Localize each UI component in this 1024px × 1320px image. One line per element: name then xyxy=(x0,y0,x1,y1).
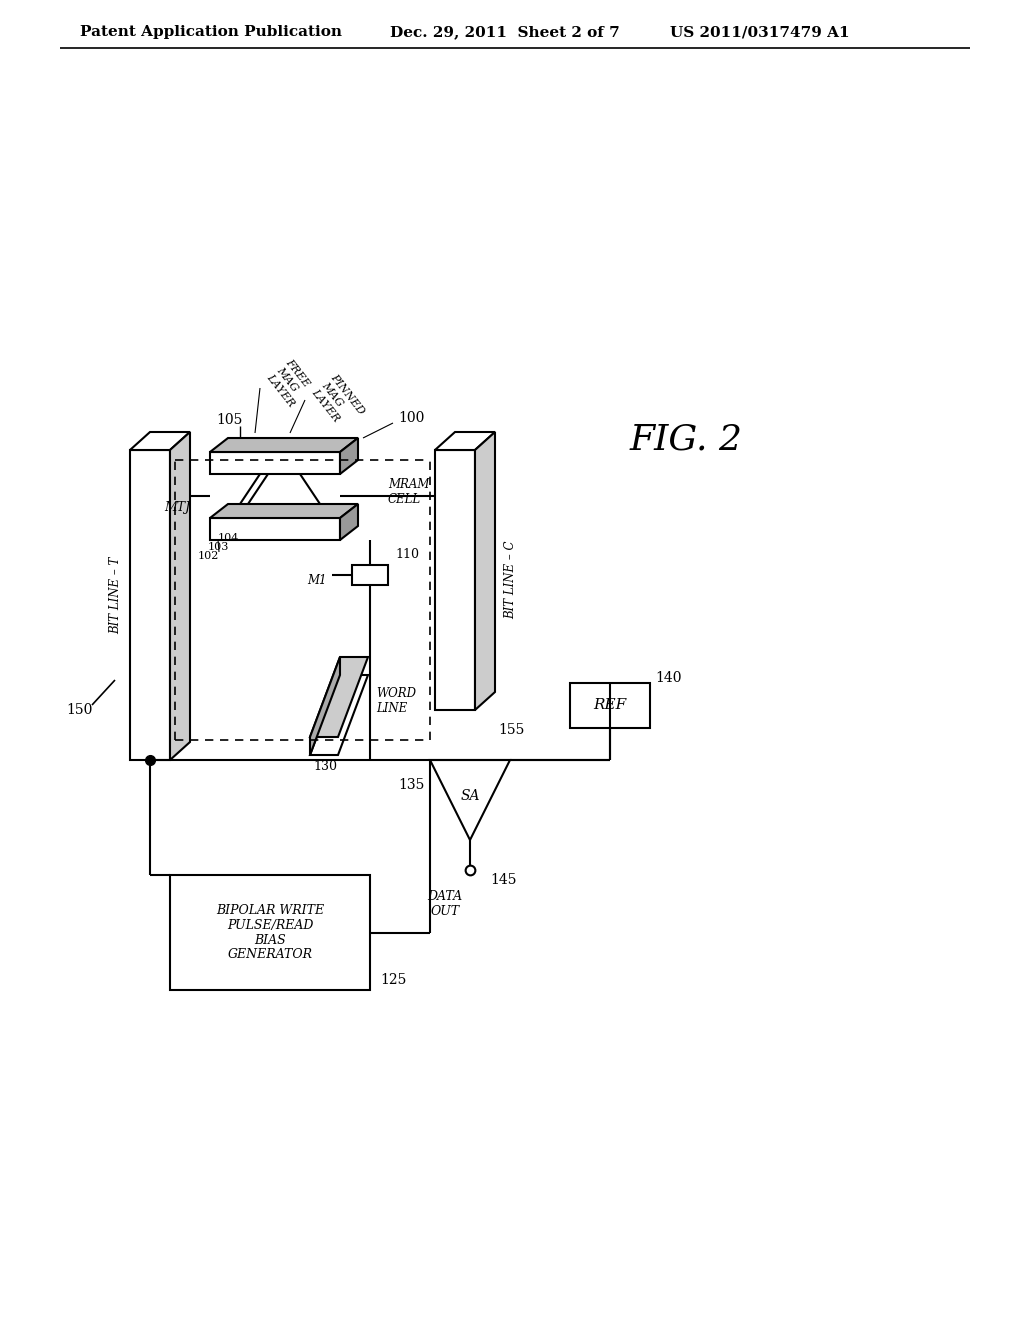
Text: WORD
LINE: WORD LINE xyxy=(376,686,416,715)
Polygon shape xyxy=(435,432,495,450)
Text: FREE
MAG
LAYER: FREE MAG LAYER xyxy=(265,358,315,408)
Text: REF: REF xyxy=(593,698,627,711)
Text: BIT LINE – T: BIT LINE – T xyxy=(110,556,123,634)
Text: 103: 103 xyxy=(207,543,228,552)
Text: 105: 105 xyxy=(217,413,243,426)
Text: DATA
OUT: DATA OUT xyxy=(427,890,463,917)
Text: 140: 140 xyxy=(655,671,682,685)
Text: FIG. 2: FIG. 2 xyxy=(630,422,743,457)
Text: US 2011/0317479 A1: US 2011/0317479 A1 xyxy=(670,25,850,40)
Bar xyxy=(170,875,370,990)
Text: BIPOLAR WRITE
PULSE/READ
BIAS
GENERATOR: BIPOLAR WRITE PULSE/READ BIAS GENERATOR xyxy=(216,903,324,961)
Polygon shape xyxy=(430,760,510,840)
Polygon shape xyxy=(475,432,495,710)
Polygon shape xyxy=(310,657,340,755)
Polygon shape xyxy=(210,504,358,517)
Text: 104: 104 xyxy=(217,533,239,543)
Text: Patent Application Publication: Patent Application Publication xyxy=(80,25,342,40)
Polygon shape xyxy=(340,438,358,474)
Bar xyxy=(352,565,388,585)
Polygon shape xyxy=(130,432,190,450)
Text: 125: 125 xyxy=(380,973,407,987)
Text: 150: 150 xyxy=(67,704,93,717)
Bar xyxy=(570,682,650,727)
Polygon shape xyxy=(340,504,358,540)
Bar xyxy=(130,450,170,760)
Polygon shape xyxy=(310,675,368,755)
Polygon shape xyxy=(210,438,358,451)
Polygon shape xyxy=(210,451,340,474)
Polygon shape xyxy=(210,517,340,540)
Text: BIT LINE – C: BIT LINE – C xyxy=(505,541,517,619)
Text: 102: 102 xyxy=(198,550,219,561)
Text: M1: M1 xyxy=(307,573,327,586)
Text: SA: SA xyxy=(460,789,480,803)
Polygon shape xyxy=(310,657,368,737)
Text: 110: 110 xyxy=(395,549,419,561)
Text: PINNED
MAG
LAYER: PINNED MAG LAYER xyxy=(310,372,366,432)
Text: MTJ: MTJ xyxy=(164,500,190,513)
Text: 145: 145 xyxy=(490,873,516,887)
Text: 155: 155 xyxy=(498,723,524,737)
Polygon shape xyxy=(170,432,190,760)
Bar xyxy=(435,450,475,710)
Text: 135: 135 xyxy=(398,777,425,792)
Text: 100: 100 xyxy=(398,411,424,425)
Text: 130: 130 xyxy=(313,760,337,774)
Text: MRAM
CELL: MRAM CELL xyxy=(388,478,429,506)
Text: Dec. 29, 2011  Sheet 2 of 7: Dec. 29, 2011 Sheet 2 of 7 xyxy=(390,25,620,40)
